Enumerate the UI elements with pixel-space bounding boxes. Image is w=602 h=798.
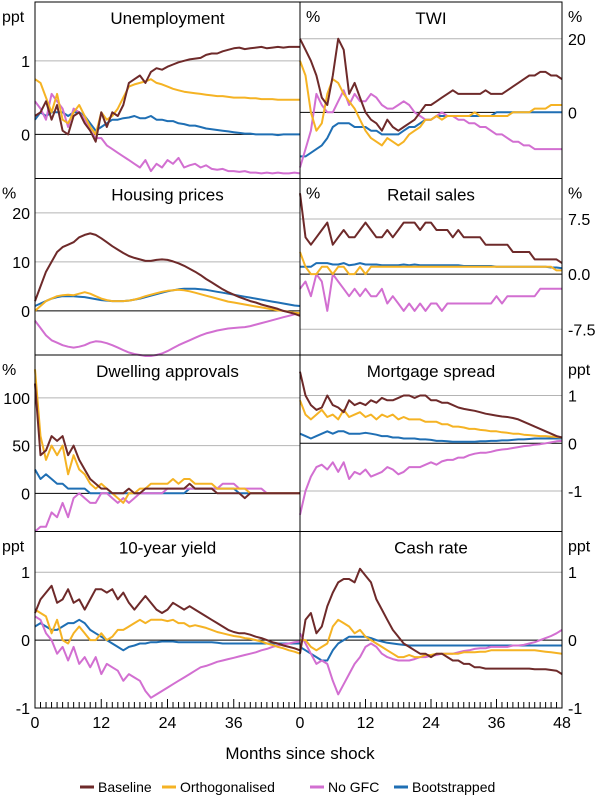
unit-label-left: ppt xyxy=(2,539,25,556)
x-tick-label: 24 xyxy=(159,715,177,732)
series-line-no-gfc xyxy=(299,439,563,516)
y-tick-label: 20 xyxy=(568,32,586,49)
unit-label-right: ppt xyxy=(568,362,591,379)
panel-dwelling-approvals: 0 50 100% Dwelling approvals xyxy=(2,362,300,533)
series-line-baseline xyxy=(34,232,301,317)
panel-title: Dwelling approvals xyxy=(96,362,239,381)
series-line-orthogonalised xyxy=(299,251,562,276)
x-tick-label: 12 xyxy=(357,715,375,732)
series-line-baseline xyxy=(299,193,563,264)
series-line-orthogonalised xyxy=(34,288,301,315)
x-tick-label: 24 xyxy=(422,715,440,732)
panel-title: Mortgage spread xyxy=(367,362,496,381)
series-line-bootstrapped xyxy=(299,430,562,443)
y-tick-label: -7.5 xyxy=(568,322,596,339)
y-tick-label: 1 xyxy=(568,389,577,406)
legend-label-baseline: Baseline xyxy=(98,779,152,795)
y-tick-label: 0 xyxy=(21,304,30,321)
panel-cash-rate: -1 0 1 ppt Cash rate xyxy=(299,539,591,718)
panel-title: 10-year yield xyxy=(119,539,216,558)
x-tick-label: 12 xyxy=(92,715,110,732)
series-line-no-gfc xyxy=(299,89,562,168)
panel-10-year-yield: -1 0 1 ppt 10-year yield xyxy=(2,539,301,718)
legend-label-bootstrapped: Bootstrapped xyxy=(412,779,495,795)
y-tick-label: 0 xyxy=(21,486,30,503)
panel-housing-prices: 0 10 20% % Housing prices xyxy=(2,186,320,357)
y-tick-label: 7.5 xyxy=(568,212,590,229)
panel-twi: 0 20% TWI xyxy=(299,9,586,168)
y-tick-label: 0 xyxy=(21,127,30,144)
unit-label-right: ppt xyxy=(568,539,591,556)
series-line-baseline xyxy=(299,567,563,675)
unit-label-right: % xyxy=(306,9,320,26)
series-line-baseline xyxy=(34,383,300,500)
series-line-no-gfc xyxy=(34,482,300,533)
y-tick-label: 100 xyxy=(3,391,30,408)
series-line-orthogonalised xyxy=(34,78,300,136)
panel-mortgage-spread: -1 0 1 ppt Mortgage spread xyxy=(299,362,591,516)
panel-title: Housing prices xyxy=(111,186,223,205)
y-tick-label: 1 xyxy=(21,54,30,71)
x-axis-label: Months since shock xyxy=(225,744,375,763)
x-tick-label: 0 xyxy=(296,715,305,732)
series-line-baseline xyxy=(299,371,563,439)
x-tick-label: 36 xyxy=(488,715,506,732)
series-line-no-gfc xyxy=(299,629,563,696)
y-tick-label: 10 xyxy=(12,255,30,272)
series-line-baseline xyxy=(34,584,301,652)
x-tick-label: 48 xyxy=(553,715,571,732)
series-line-no-gfc xyxy=(299,273,562,312)
panel-title: Cash rate xyxy=(394,539,468,558)
series-line-orthogonalised xyxy=(34,369,300,504)
panel-title: Retail sales xyxy=(387,186,475,205)
panel-title: Unemployment xyxy=(110,9,225,28)
legend-label-no-gfc: No GFC xyxy=(328,779,379,795)
y-tick-label: -1 xyxy=(568,701,582,718)
series-line-orthogonalised xyxy=(300,618,563,659)
y-tick-label: 0 xyxy=(568,436,577,453)
series-line-no-gfc xyxy=(34,615,301,699)
unit-label-right: % xyxy=(568,186,582,203)
y-tick-label: 0 xyxy=(21,633,30,650)
unit-label-left: % xyxy=(2,362,16,379)
x-tick-label: 0 xyxy=(31,715,40,732)
y-tick-label: 0.0 xyxy=(568,267,590,284)
y-tick-label: -1 xyxy=(568,484,582,501)
series-line-baseline xyxy=(34,45,300,143)
series-line-orthogonalised xyxy=(299,60,562,147)
series-line-no-gfc xyxy=(34,312,301,357)
y-tick-label: 20 xyxy=(12,206,30,223)
y-tick-label: 50 xyxy=(12,439,30,456)
unit-label-right: % xyxy=(568,9,582,26)
series-line-orthogonalised xyxy=(34,608,301,655)
panel-unemployment: 0 1 ppt % Unemployment xyxy=(2,9,320,175)
series-line-baseline xyxy=(299,37,563,132)
x-tick-label: 36 xyxy=(225,715,243,732)
y-tick-label: -1 xyxy=(16,701,30,718)
y-tick-label: 1 xyxy=(21,565,30,582)
y-tick-label: 1 xyxy=(568,565,577,582)
unit-label-right: % xyxy=(306,186,320,203)
panel-retail-sales: -7.5 0.0 7.5% Retail sales xyxy=(299,186,596,339)
legend-label-orthogonalised: Orthogonalised xyxy=(180,779,275,795)
panel-title: TWI xyxy=(415,9,446,28)
y-tick-label: 0 xyxy=(568,633,577,650)
unit-label-left: % xyxy=(2,186,16,203)
unit-label-left: ppt xyxy=(2,9,25,26)
series-line-bootstrapped xyxy=(34,618,300,652)
y-tick-label: 0 xyxy=(568,105,577,122)
